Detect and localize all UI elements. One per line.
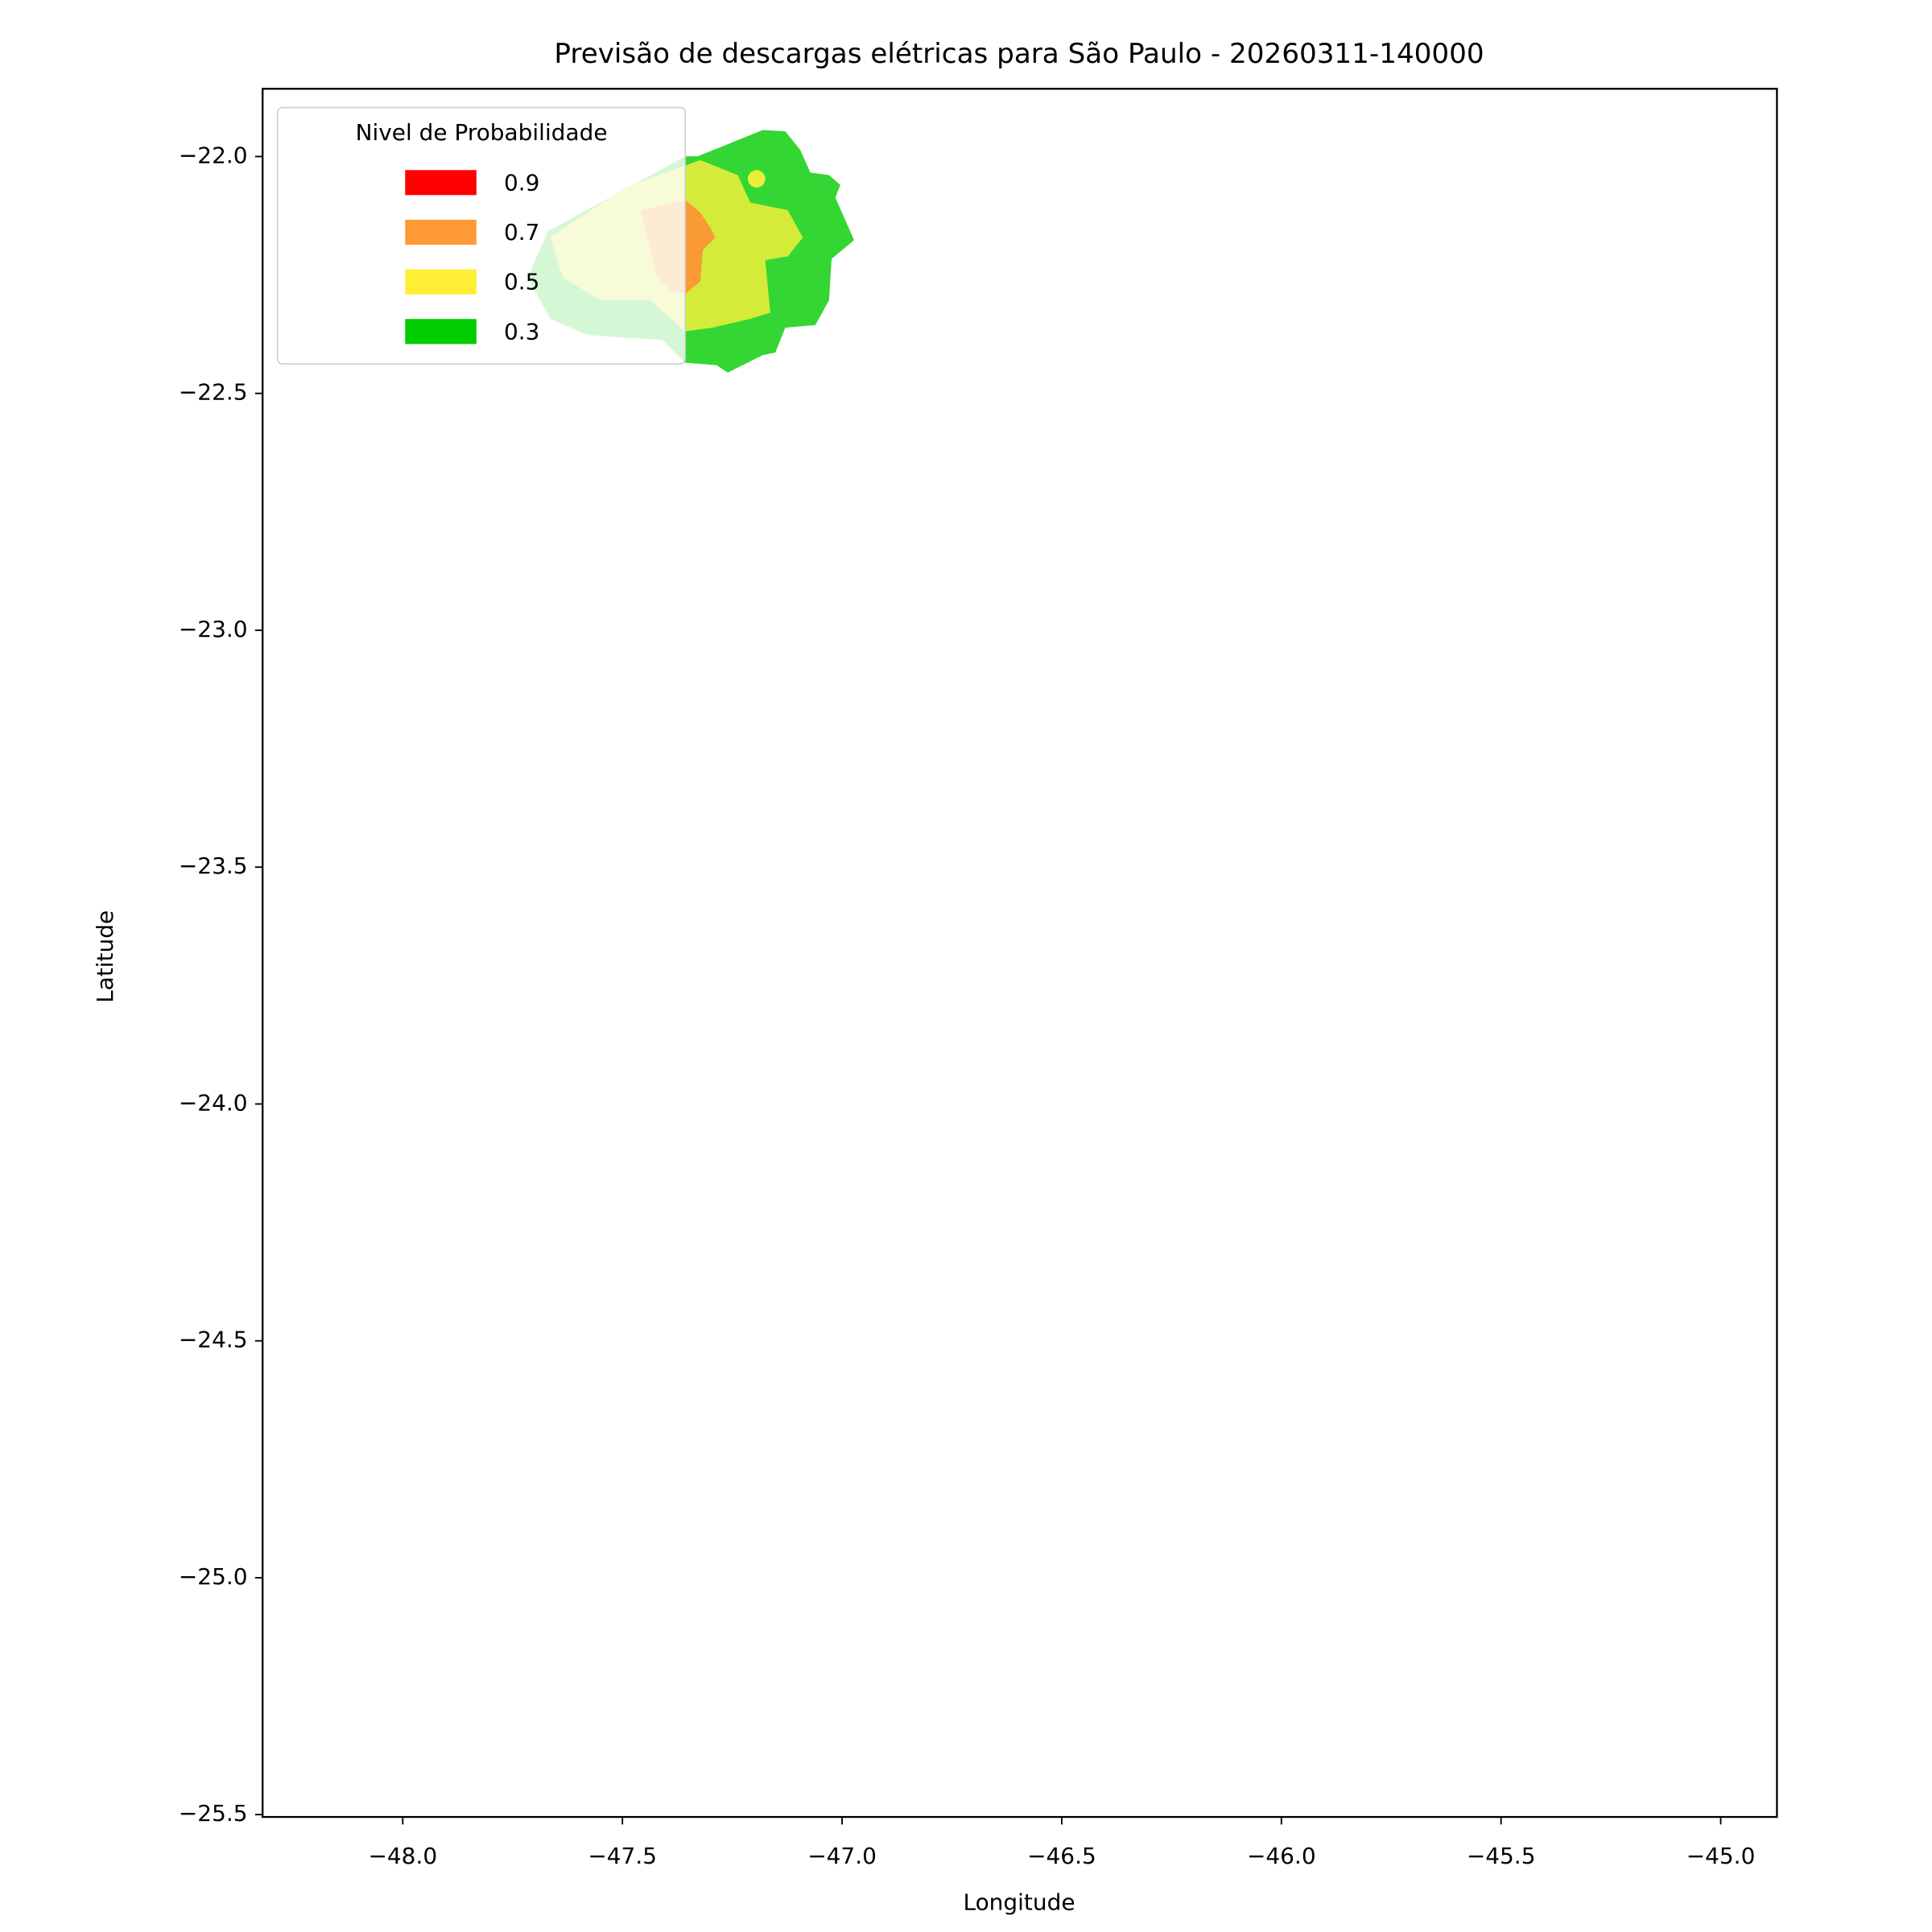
y-tick-label: −23.5 [179, 852, 248, 879]
legend-title: Nivel de Probabilidade [356, 119, 608, 146]
legend-label: 0.9 [504, 169, 539, 196]
x-tick-label: −45.0 [1686, 1843, 1756, 1869]
legend-swatch [405, 319, 477, 345]
x-tick-label: −47.5 [588, 1843, 657, 1869]
y-tick-label: −22.5 [179, 379, 248, 406]
legend-swatch [405, 170, 477, 196]
chart-title: Previsão de descargas elétricas para São… [554, 38, 1484, 70]
y-tick-label: −22.0 [179, 142, 248, 168]
x-tick-label: −47.0 [807, 1843, 877, 1869]
x-tick-label: −45.5 [1467, 1843, 1536, 1869]
legend-label: 0.3 [504, 318, 539, 345]
y-tick-label: −25.5 [179, 1800, 248, 1827]
x-axis-label: Longitude [964, 1889, 1075, 1915]
legend-swatch [405, 269, 477, 295]
y-tick-label: −23.0 [179, 616, 248, 642]
x-tick-label: −48.0 [368, 1843, 437, 1869]
legend-label: 0.5 [504, 269, 539, 295]
x-tick-label: −46.0 [1247, 1843, 1316, 1869]
y-axis-label: Latitude [92, 910, 118, 1003]
legend-swatch [405, 219, 477, 245]
axes-frame [262, 88, 1778, 1818]
y-tick-label: −24.0 [179, 1089, 248, 1116]
legend-box [277, 106, 687, 365]
legend-label: 0.7 [504, 219, 539, 246]
contour-region [747, 170, 766, 188]
x-tick-label: −46.5 [1027, 1843, 1096, 1869]
y-tick-label: −24.5 [179, 1327, 248, 1353]
y-tick-label: −25.0 [179, 1563, 248, 1590]
